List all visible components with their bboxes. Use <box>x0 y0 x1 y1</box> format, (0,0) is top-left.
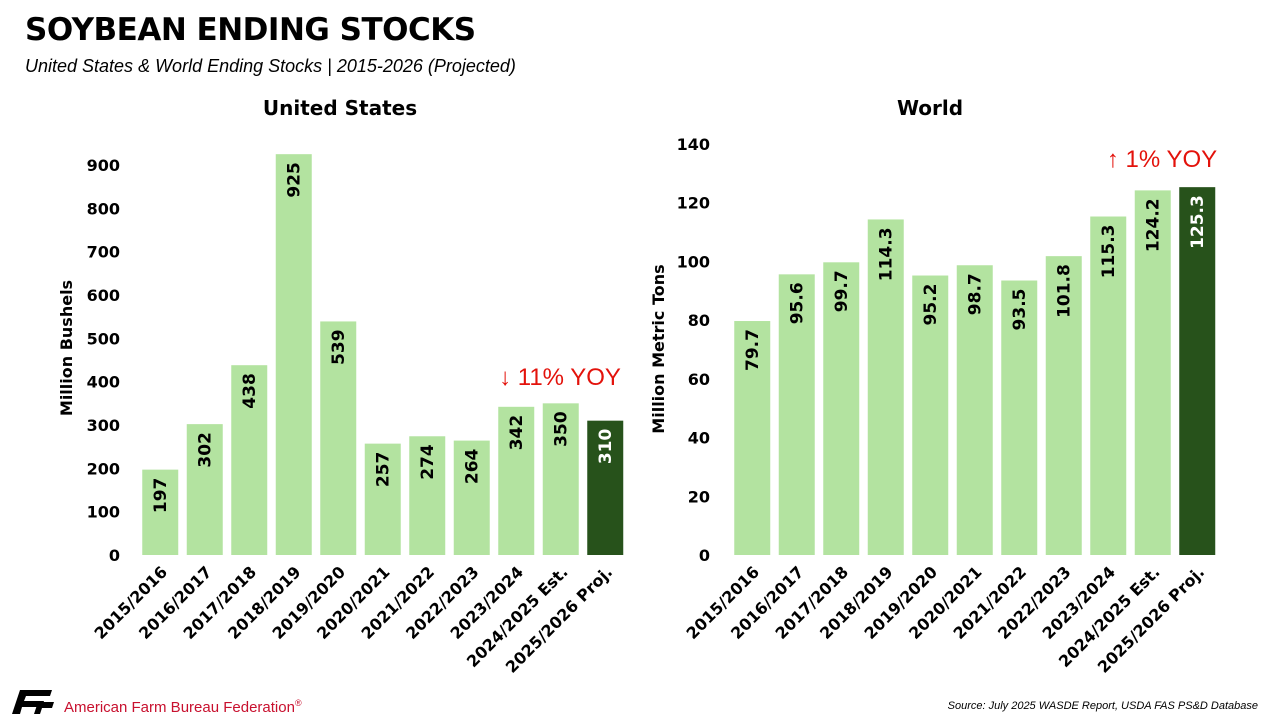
bar-data-label: 124.2 <box>1144 198 1164 252</box>
footer-organization: American Farm Bureau Federation® <box>64 698 302 716</box>
bar-data-label: 101.8 <box>1055 264 1075 318</box>
y-tick-label: 500 <box>87 329 120 348</box>
bar-2024-2025-est- <box>1134 190 1171 556</box>
y-tick-label: 20 <box>688 487 710 506</box>
y-tick-label: 100 <box>677 252 710 271</box>
y-axis-label: Million Bushels <box>57 280 76 416</box>
y-tick-label: 900 <box>87 156 120 175</box>
panel-title: United States <box>263 96 417 120</box>
y-tick-label: 120 <box>677 194 710 213</box>
bar-2016-2017 <box>186 424 223 555</box>
yoy-annotation: ↑ 1% YOY <box>1107 146 1217 173</box>
y-tick-label: 0 <box>109 546 120 565</box>
bar-2017-2018 <box>231 365 268 555</box>
bar-2018-2019 <box>275 154 312 555</box>
bar-data-label: 79.7 <box>743 329 763 371</box>
bar-2023-2024 <box>498 406 535 555</box>
bar-2015-2016 <box>734 321 771 555</box>
y-tick-label: 200 <box>87 459 120 478</box>
bar-data-label: 342 <box>507 415 527 451</box>
bar-data-label: 257 <box>374 452 394 488</box>
organization-name: American Farm Bureau Federation <box>64 699 295 716</box>
y-axis-label: Million Metric Tons <box>649 264 668 433</box>
bar-2021-2022 <box>409 436 446 555</box>
bar-2025-2026-proj- <box>1179 187 1216 555</box>
bar-data-label: 125.3 <box>1188 195 1208 249</box>
bar-2022-2023 <box>453 440 490 555</box>
bar-data-label: 99.7 <box>832 270 852 312</box>
bar-2019-2020 <box>912 275 949 555</box>
bar-data-label: 93.5 <box>1010 289 1030 331</box>
bar-2024-2025-est- <box>542 403 579 555</box>
bar-2025-2026-proj- <box>587 420 624 555</box>
y-tick-label: 80 <box>688 311 710 330</box>
y-tick-label: 300 <box>87 416 120 435</box>
y-tick-label: 800 <box>87 199 120 218</box>
y-tick-label: 100 <box>87 503 120 522</box>
bar-2016-2017 <box>778 274 815 555</box>
bar-data-label: 925 <box>285 162 305 198</box>
bar-data-label: 274 <box>418 444 438 480</box>
y-tick-label: 140 <box>677 135 710 154</box>
y-tick-label: 0 <box>699 546 710 565</box>
bar-data-label: 350 <box>552 411 572 447</box>
y-tick-label: 40 <box>688 429 710 448</box>
bar-data-label: 302 <box>196 432 216 468</box>
y-tick-label: 600 <box>87 286 120 305</box>
bar-data-label: 95.2 <box>921 284 941 326</box>
y-tick-label: 700 <box>87 243 120 262</box>
bar-data-label: 115.3 <box>1099 225 1119 279</box>
bar-data-label: 197 <box>151 478 171 513</box>
afbf-logo-icon <box>12 690 54 714</box>
panel-title: World <box>897 96 963 120</box>
bar-2022-2023 <box>1045 256 1082 555</box>
yoy-annotation: ↓ 11% YOY <box>499 364 621 391</box>
y-tick-label: 60 <box>688 370 710 389</box>
bar-data-label: 98.7 <box>966 273 986 315</box>
bar-data-label: 539 <box>329 329 349 365</box>
bar-2019-2020 <box>320 321 357 555</box>
trademark-symbol: ® <box>294 698 302 708</box>
bar-2020-2021 <box>956 265 993 555</box>
footer-source: Source: July 2025 WASDE Report, USDA FAS… <box>947 700 1258 712</box>
bar-2015-2016 <box>142 469 179 555</box>
bar-data-label: 310 <box>596 429 616 465</box>
page-title: SOYBEAN ENDING STOCKS <box>25 12 476 48</box>
bar-2020-2021 <box>364 443 401 555</box>
page-subtitle: United States & World Ending Stocks | 20… <box>25 56 516 76</box>
bar-data-label: 95.6 <box>788 282 808 324</box>
bar-data-label: 264 <box>463 448 483 484</box>
bar-data-label: 438 <box>240 373 260 409</box>
bar-2023-2024 <box>1090 216 1127 555</box>
bar-2021-2022 <box>1001 280 1038 555</box>
bar-data-label: 114.3 <box>877 227 897 281</box>
bar-2018-2019 <box>867 219 904 555</box>
y-tick-label: 400 <box>87 373 120 392</box>
bar-2017-2018 <box>823 262 860 555</box>
